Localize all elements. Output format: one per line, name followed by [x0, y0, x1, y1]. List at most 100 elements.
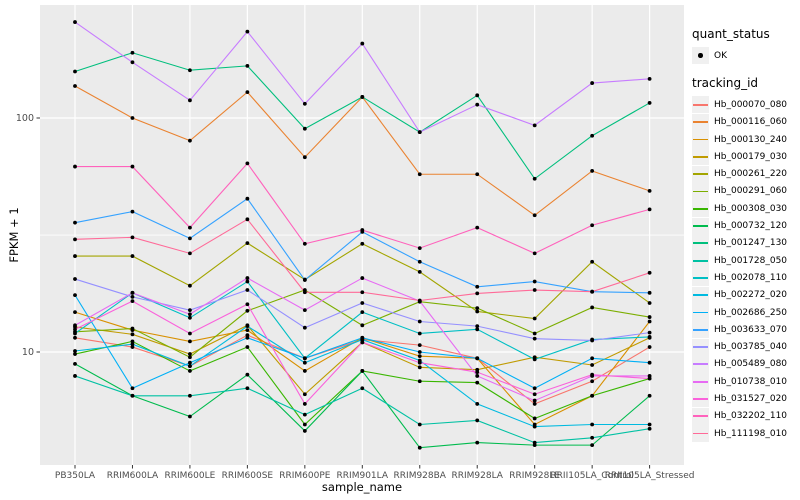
data-point-Hb_003785_040 — [417, 319, 422, 324]
data-point-Hb_000308_030 — [245, 345, 250, 349]
legend-key-box — [692, 286, 709, 304]
data-point-Hb_005489_080 — [647, 76, 652, 81]
data-point-Hb_000308_030 — [130, 339, 135, 344]
legend-key-box — [692, 200, 709, 218]
data-point-Hb_111198_010 — [417, 298, 422, 303]
legend-item-label: Hb_002078_110 — [714, 272, 788, 283]
data-point-Hb_111198_010 — [532, 288, 537, 292]
data-point-Hb_002686_250 — [130, 386, 135, 391]
legend-item-label: Hb_001728_050 — [714, 255, 788, 266]
data-point-Hb_010738_010 — [245, 276, 250, 280]
line-swatch-icon — [693, 138, 708, 141]
data-point-Hb_000130_240 — [417, 354, 422, 359]
data-point-Hb_000116_060 — [647, 189, 652, 193]
legend-key-box — [692, 47, 709, 65]
data-point-Hb_000732_120 — [647, 393, 652, 398]
data-point-Hb_002686_250 — [647, 360, 652, 365]
data-point-Hb_003785_040 — [360, 301, 365, 305]
line-swatch-icon — [693, 259, 708, 262]
data-point-Hb_003785_040 — [590, 338, 595, 343]
data-point-Hb_003633_070 — [73, 220, 77, 225]
data-point-Hb_031527_020 — [417, 360, 422, 365]
data-point-Hb_003785_040 — [73, 277, 77, 281]
data-point-Hb_032202_110 — [188, 225, 192, 230]
data-point-Hb_000261_220 — [73, 254, 77, 258]
legend-item-Hb_000116_060: Hb_000116_060 — [692, 113, 798, 131]
legend-item-Hb_003633_070: Hb_003633_070 — [692, 321, 798, 339]
line-swatch-icon — [693, 190, 708, 193]
data-point-Hb_000732_120 — [590, 443, 595, 448]
data-point-Hb_000116_060 — [130, 116, 135, 120]
data-point-Hb_031527_020 — [532, 392, 537, 397]
legend-item-label: Hb_000291_060 — [714, 186, 788, 197]
data-point-Hb_031527_020 — [188, 331, 192, 336]
data-point-Hb_002078_110 — [417, 331, 422, 336]
data-point-Hb_000732_120 — [245, 372, 250, 377]
data-point-Hb_003633_070 — [302, 278, 307, 282]
data-point-Hb_111198_010 — [590, 289, 595, 294]
data-point-Hb_031527_020 — [130, 299, 135, 304]
data-point-Hb_111198_010 — [302, 290, 307, 295]
legend-key-box — [692, 252, 709, 270]
data-point-Hb_003633_070 — [647, 290, 652, 295]
data-point-Hb_005489_080 — [590, 81, 595, 85]
x-tick-label-RRIM600LA: RRIM600LA — [106, 471, 159, 481]
data-point-Hb_002686_250 — [532, 386, 537, 391]
data-point-Hb_031527_020 — [475, 370, 480, 375]
data-point-Hb_000116_060 — [475, 172, 480, 177]
data-point-Hb_003633_070 — [417, 259, 422, 264]
data-point-Hb_000130_240 — [188, 339, 192, 344]
data-point-Hb_002686_250 — [417, 350, 422, 354]
data-point-Hb_000291_060 — [360, 323, 365, 328]
legend-key-box — [692, 390, 709, 408]
line-swatch-icon — [693, 415, 708, 418]
data-point-Hb_000308_030 — [590, 393, 595, 398]
x-tick-label-RRIM928LE: RRIM928LE — [509, 471, 561, 481]
data-point-Hb_001728_050 — [647, 426, 652, 431]
line-swatch-icon — [693, 277, 708, 279]
data-point-Hb_003633_070 — [245, 196, 250, 201]
data-point-Hb_010738_010 — [360, 276, 365, 280]
legend-item-label: Hb_000179_030 — [714, 151, 788, 162]
legend-key-box — [692, 338, 709, 356]
legend-key-box — [692, 321, 709, 339]
data-point-Hb_002272_020 — [647, 422, 652, 427]
legend-key-box — [692, 234, 709, 252]
legend-item-label: Hb_010738_010 — [714, 376, 788, 387]
data-point-Hb_000130_240 — [647, 319, 652, 324]
data-point-Hb_003785_040 — [302, 325, 307, 330]
data-point-Hb_111198_010 — [188, 251, 192, 256]
legend-item-Hb_005489_080: Hb_005489_080 — [692, 355, 798, 373]
legend-key-box — [692, 425, 709, 443]
legend-item-Hb_000308_030: Hb_000308_030 — [692, 200, 798, 218]
legend-item-label: Hb_002686_250 — [714, 307, 788, 318]
line-swatch-icon — [693, 398, 708, 400]
data-point-Hb_000116_060 — [73, 84, 77, 88]
line-swatch-icon — [693, 380, 708, 383]
data-point-Hb_001247_130 — [245, 63, 250, 68]
data-point-Hb_005489_080 — [475, 102, 480, 107]
data-point-Hb_032202_110 — [360, 228, 365, 232]
line-swatch-icon — [693, 242, 708, 245]
data-point-Hb_000261_220 — [417, 269, 422, 274]
data-point-Hb_001728_050 — [188, 393, 192, 398]
data-point-Hb_000291_060 — [647, 315, 652, 319]
data-point-Hb_032202_110 — [417, 246, 422, 250]
data-point-Hb_001728_050 — [532, 440, 537, 445]
legend-item-label: Hb_002272_020 — [714, 290, 788, 301]
data-point-Hb_001728_050 — [417, 422, 422, 427]
legend-item-Hb_000070_080: Hb_000070_080 — [692, 96, 798, 114]
data-point-Hb_001247_130 — [532, 176, 537, 181]
data-point-Hb_001728_050 — [73, 374, 77, 378]
data-point-Hb_005489_080 — [188, 98, 192, 103]
legend-item-Hb_000291_060: Hb_000291_060 — [692, 182, 798, 200]
data-point-Hb_003633_070 — [188, 236, 192, 241]
data-point-Hb_002078_110 — [245, 279, 250, 284]
data-point-Hb_002272_020 — [130, 342, 135, 347]
data-point-Hb_000070_080 — [245, 333, 250, 338]
line-swatch-icon — [693, 311, 708, 314]
legend-key-box — [692, 373, 709, 391]
legend-item-Hb_010738_010: Hb_010738_010 — [692, 373, 798, 391]
data-point-Hb_002686_250 — [590, 356, 595, 361]
legend-key-box — [692, 217, 709, 235]
